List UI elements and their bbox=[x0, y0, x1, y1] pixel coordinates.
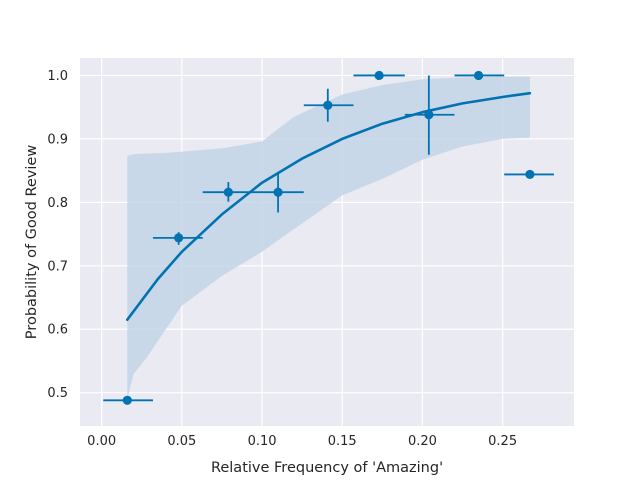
data-points-layer bbox=[122, 70, 535, 405]
fit-line-layer bbox=[126, 91, 532, 322]
data-point bbox=[473, 70, 484, 81]
data-point bbox=[323, 100, 333, 110]
data-point bbox=[424, 110, 434, 120]
y-tick-label: 0.7 bbox=[47, 259, 68, 274]
x-tick-label: 0.25 bbox=[488, 434, 517, 449]
x-tick-label: 0.00 bbox=[87, 434, 116, 449]
confidence-band-layer bbox=[127, 76, 530, 399]
data-point bbox=[122, 395, 132, 405]
y-tick-label: 0.8 bbox=[47, 196, 68, 211]
x-tick-label: 0.10 bbox=[248, 434, 277, 449]
x-tick-label: 0.15 bbox=[328, 434, 357, 449]
confidence-band bbox=[127, 76, 530, 399]
regression-line bbox=[126, 91, 532, 322]
data-point bbox=[174, 233, 184, 243]
y-tick-label: 1.0 bbox=[47, 69, 68, 84]
y-tick-label: 0.6 bbox=[47, 323, 68, 338]
data-point bbox=[273, 187, 283, 197]
y-axis-label: Probability of Good Review bbox=[24, 145, 40, 340]
x-tick-labels: 0.00 0.05 0.10 0.15 0.20 0.25 bbox=[87, 434, 517, 449]
y-tick-label: 0.5 bbox=[47, 386, 68, 401]
x-tick-label: 0.05 bbox=[167, 434, 196, 449]
x-tick-label: 0.20 bbox=[408, 434, 437, 449]
y-tick-label: 0.9 bbox=[47, 132, 68, 147]
data-point bbox=[223, 187, 233, 197]
data-point bbox=[525, 169, 535, 180]
data-point bbox=[374, 70, 384, 81]
y-tick-labels: 0.5 0.6 0.7 0.8 0.9 1.0 bbox=[47, 69, 68, 401]
x-axis-label: Relative Frequency of 'Amazing' bbox=[211, 460, 443, 476]
